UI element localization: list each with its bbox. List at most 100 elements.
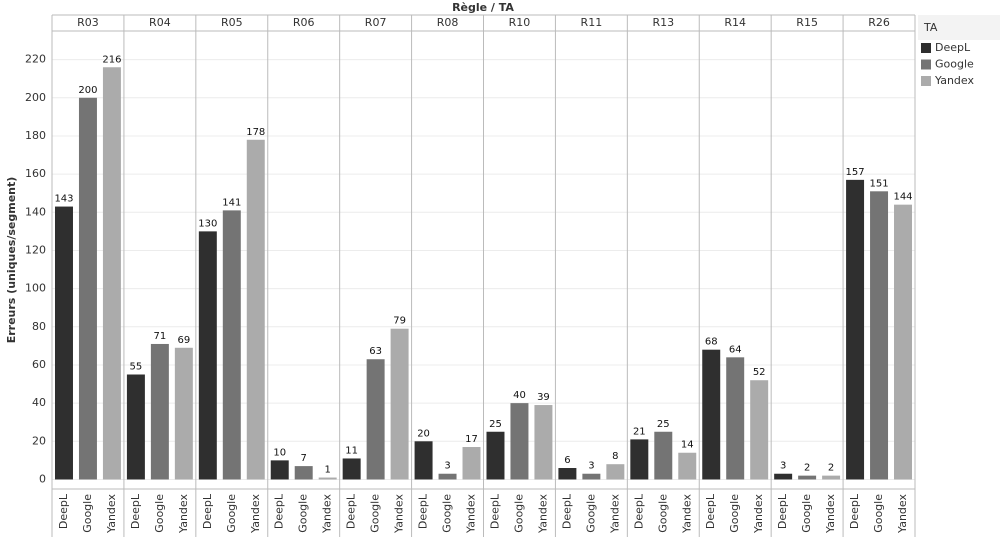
x-tick-label: Yandex (896, 494, 909, 534)
y-tick-label: 100 (25, 282, 46, 295)
data-label: 63 (369, 346, 382, 357)
data-label: 64 (729, 344, 742, 355)
data-label: 39 (537, 392, 550, 403)
y-tick-label: 120 (25, 243, 46, 256)
x-tick-label: DeepL (345, 493, 358, 529)
data-label: 20 (417, 428, 430, 439)
data-label: 3 (588, 461, 594, 472)
data-label: 25 (657, 419, 670, 430)
x-tick-label: DeepL (776, 493, 789, 529)
y-axis-label: Erreurs (uniques/segment) (5, 177, 18, 344)
data-label: 143 (54, 194, 73, 205)
bar (390, 328, 409, 480)
bar (414, 441, 433, 480)
bar (102, 67, 121, 480)
panel-label: R03 (77, 16, 99, 29)
data-label: 141 (222, 197, 241, 208)
x-tick-label: Yandex (177, 494, 190, 534)
bar (54, 206, 73, 480)
bar (342, 458, 361, 480)
bar (630, 439, 649, 480)
chart-title: Règle / TA (452, 1, 514, 14)
data-label: 2 (804, 463, 810, 474)
y-tick-label: 200 (25, 91, 46, 104)
panel-label: R07 (365, 16, 387, 29)
x-tick-label: Yandex (105, 494, 118, 534)
x-tick-label: Yandex (536, 494, 549, 534)
panel-label: R13 (652, 16, 674, 29)
legend-label: Yandex (934, 74, 974, 87)
x-tick-label: DeepL (129, 493, 142, 529)
x-tick-label: Yandex (321, 494, 334, 534)
x-tick-label: Google (81, 494, 94, 533)
x-tick-label: Google (872, 494, 885, 533)
bar (126, 374, 145, 480)
panel-label: R10 (509, 16, 531, 29)
legend-label: Google (935, 58, 974, 71)
x-tick-label: Yandex (393, 494, 406, 534)
bar (726, 357, 745, 480)
x-tick-label: DeepL (488, 493, 501, 529)
data-label: 178 (246, 127, 265, 138)
bar (822, 475, 841, 480)
data-label: 3 (780, 461, 786, 472)
y-tick-label: 220 (25, 53, 46, 66)
data-label: 55 (130, 362, 143, 373)
data-label: 11 (345, 445, 358, 456)
data-label: 69 (177, 335, 190, 346)
x-tick-label: DeepL (632, 493, 645, 529)
bar (678, 452, 697, 480)
legend-title: TA (923, 21, 938, 34)
y-tick-label: 0 (39, 472, 46, 485)
data-label: 3 (444, 461, 450, 472)
legend-header (918, 15, 1000, 40)
panel-label: R06 (293, 16, 315, 29)
bar (318, 477, 337, 480)
y-tick-label: 20 (32, 434, 46, 447)
y-tick-label: 160 (25, 167, 46, 180)
x-tick-label: DeepL (417, 493, 430, 529)
bar (606, 464, 625, 480)
legend-swatch (921, 76, 931, 86)
y-tick-label: 60 (32, 358, 46, 371)
bar (486, 431, 505, 480)
data-label: 52 (753, 367, 766, 378)
data-label: 17 (465, 434, 478, 445)
bar (270, 460, 289, 480)
x-tick-label: Google (441, 494, 454, 533)
bar (246, 139, 265, 480)
data-label: 1 (324, 465, 330, 476)
legend-swatch (921, 59, 931, 70)
bar (558, 468, 577, 480)
x-tick-label: Yandex (824, 494, 837, 534)
data-label: 8 (612, 451, 618, 462)
x-tick-label: Google (153, 494, 166, 533)
data-label: 21 (633, 426, 646, 437)
legend-swatch (921, 43, 931, 53)
panel-label: R15 (796, 16, 818, 29)
bar (750, 380, 769, 480)
panel-label: R26 (868, 16, 890, 29)
data-label: 79 (393, 316, 406, 327)
x-tick-label: Google (656, 494, 669, 533)
bar (462, 447, 481, 480)
y-tick-label: 180 (25, 129, 46, 142)
x-tick-label: DeepL (57, 493, 70, 529)
bar (894, 204, 913, 480)
data-label: 68 (705, 337, 718, 348)
data-label: 216 (102, 54, 121, 65)
bar (654, 431, 673, 480)
x-tick-label: Google (225, 494, 238, 533)
legend-label: DeepL (935, 41, 971, 54)
data-label: 144 (893, 192, 912, 203)
bar (294, 466, 313, 480)
y-tick-label: 80 (32, 320, 46, 333)
panel-label: R11 (581, 16, 603, 29)
bar (78, 97, 97, 480)
panel-label: R08 (437, 16, 459, 29)
x-tick-label: Yandex (608, 494, 621, 534)
bar (582, 473, 601, 480)
x-tick-label: Google (297, 494, 310, 533)
x-tick-label: Yandex (249, 494, 262, 534)
